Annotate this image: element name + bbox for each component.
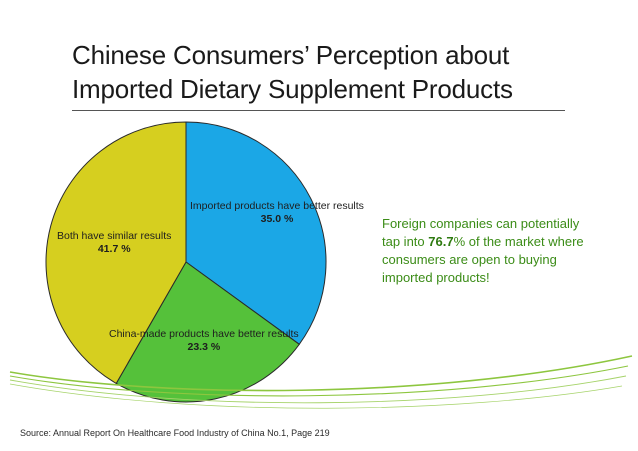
slice-label-imported: Imported products have better results 35… <box>190 200 364 226</box>
pie-slice-imported <box>185 121 327 345</box>
swoosh-stroke-3 <box>9 375 627 404</box>
slice-value-imported: 35.0 % <box>260 213 294 225</box>
slice-label-china-made: China-made products have better results … <box>109 328 299 354</box>
title-underline <box>72 110 565 111</box>
slice-value-similar: 41.7 % <box>97 243 131 255</box>
source-note: Source: Annual Report On Healthcare Food… <box>20 428 330 438</box>
slice-value-china-made: 23.3 % <box>187 341 221 353</box>
callout-highlight: 76.7 <box>428 234 454 249</box>
callout-after: % of the market where consumers are open… <box>382 234 584 285</box>
title-line-1: Chinese Consumers’ Perception about <box>72 40 510 70</box>
slice-label-similar: Both have similar results 41.7 % <box>57 230 171 256</box>
pie-slice-similar <box>45 121 187 385</box>
page-title: Chinese Consumers’ Perception about Impo… <box>72 38 572 106</box>
swoosh-stroke-2 <box>9 365 629 397</box>
callout-text: Foreign companies can potentially tap in… <box>382 215 592 287</box>
slice-name-china-made: China-made products have better results <box>109 328 299 340</box>
slice-name-imported: Imported products have better results <box>190 200 364 212</box>
pie-slice-china-made <box>115 261 300 403</box>
slice-name-similar: Both have similar results <box>57 230 172 242</box>
callout-before: Foreign companies can potentially tap in… <box>382 216 580 249</box>
swoosh-stroke-4 <box>9 383 623 409</box>
swoosh-stroke-1 <box>9 355 633 392</box>
title-line-2: Imported Dietary Supplement Products <box>72 74 513 104</box>
